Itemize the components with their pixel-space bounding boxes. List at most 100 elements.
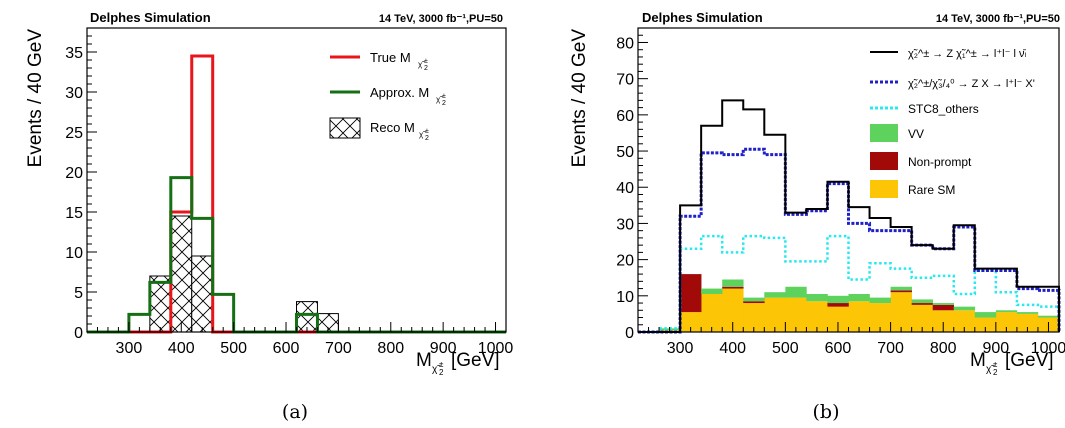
panel-a-header-left: Delphes Simulation: [90, 10, 211, 25]
reco-bin: [170, 215, 193, 333]
legend-label-stc8: STC8_others: [908, 102, 979, 116]
svg-text:True M: True M: [370, 50, 411, 65]
raresm-bin: [932, 310, 955, 332]
panel-b-xtick-label: 900: [982, 340, 1009, 357]
svg-text:χ̃: χ̃: [418, 60, 425, 69]
svg-text:[GeV]: [GeV]: [451, 350, 500, 371]
panel-b-axes: 300 400 500 600 700 800 900 1000 0 10 20 30 40 50 60 70…: [616, 27, 1065, 357]
panel-b-ytick-label: 40: [616, 180, 634, 197]
svg-text:Reco M: Reco M: [370, 120, 415, 135]
legend-label-signal-zx: χ̃₂^±/χ̃₃/₄⁰ → Z X → l⁺l⁻ X': [908, 78, 1035, 90]
svg-text:±: ±: [993, 360, 998, 369]
raresm-bin: [1016, 313, 1039, 332]
vv-bin: [953, 306, 976, 311]
panel-b-xtick-label: 500: [772, 340, 799, 357]
svg-text:±: ±: [424, 58, 428, 65]
nonprompt-bin: [911, 303, 933, 305]
svg-text:χ̃: χ̃: [436, 95, 443, 104]
vv-bin: [701, 288, 723, 294]
vv-bin: [806, 294, 828, 302]
nonprompt-bin: [932, 304, 955, 311]
raresm-bin: [806, 301, 828, 332]
panel-a-ytick-label: 20: [65, 165, 83, 182]
panel-b-header-right: 14 TeV, 3000 fb⁻¹,PU=50: [936, 13, 1060, 25]
nonprompt-bin: [743, 301, 765, 304]
svg-text:Approx. M: Approx. M: [370, 85, 429, 100]
panel-b-caption: (b): [813, 401, 840, 423]
panel-a-ytick-label: 35: [65, 45, 83, 62]
legend-swatch-raresm: [870, 180, 898, 198]
svg-text:M: M: [416, 350, 432, 371]
panel-a-ytick-label: 15: [65, 205, 83, 222]
svg-text:2: 2: [439, 368, 444, 377]
raresm-bin: [953, 310, 976, 332]
panel-b-ytick-label: 60: [616, 108, 634, 125]
panel-b-xtick-label: 400: [719, 340, 746, 357]
panel-b-legend: χ̃₂^± → Z χ̃₁^± → l⁺l⁻ l ν̄ₗ χ̃₂^±/χ̃₃/₄…: [870, 48, 1035, 198]
panel-b-ylabel: Events / 40 GeV: [569, 29, 590, 168]
panel-a-legend: True M χ̃ ±2 Approx. M χ̃ ±2 Reco M χ̃ ±2: [329, 50, 446, 142]
panel-b-header-left: Delphes Simulation: [642, 10, 763, 25]
svg-text:2: 2: [424, 65, 428, 72]
panel-a-ytick-label: 0: [74, 325, 83, 342]
raresm-bin: [890, 292, 912, 332]
panel-a-xtick-label: 300: [116, 340, 143, 357]
raresm-bin: [743, 303, 765, 332]
svg-text:M: M: [970, 350, 986, 371]
raresm-bin: [974, 317, 997, 332]
legend-label-vv: VV: [908, 127, 924, 141]
raresm-bin: [680, 312, 702, 332]
legend-label-reco: Reco M χ̃ ±2: [370, 120, 429, 142]
nonprompt-bin: [827, 303, 849, 307]
vv-bin: [890, 286, 912, 291]
raresm-bin: [785, 297, 807, 332]
panel-b-xtick-label: 700: [877, 340, 904, 357]
raresm-bin: [911, 304, 933, 332]
panel-b: Delphes Simulation 14 TeV, 3000 fb⁻¹,PU=…: [569, 10, 1065, 423]
panel-b-xlabel: M χ̃ ± 2 [GeV]: [970, 350, 1054, 377]
panel-b-ytick-label: 50: [616, 144, 634, 161]
legend-label-signal: χ̃₂^± → Z χ̃₁^± → l⁺l⁻ l ν̄ₗ: [908, 48, 1026, 60]
vv-bin: [911, 299, 933, 304]
svg-text:χ̃: χ̃: [986, 364, 995, 375]
panel-b-ytick-label: 0: [625, 325, 634, 342]
svg-text:χ̃: χ̃: [432, 364, 441, 375]
panel-a-ytick-label: 25: [65, 125, 83, 142]
legend-label-true: True M χ̃ ±2: [370, 50, 428, 72]
panel-b-xtick-label: 300: [667, 340, 694, 357]
nonprompt-bin: [890, 290, 912, 293]
panel-a-ytick-label: 5: [74, 285, 83, 302]
panel-a-xtick-label: 400: [168, 340, 195, 357]
vv-bin: [848, 294, 870, 302]
signal-histogram: [638, 99, 1060, 333]
legend-label-raresm: Rare SM: [908, 183, 955, 197]
panel-b-ytick-label: 20: [616, 253, 634, 270]
panel-b-ytick-label: 80: [616, 35, 634, 52]
vv-bin: [722, 279, 744, 287]
svg-text:±: ±: [439, 360, 444, 369]
vv-bin: [827, 295, 849, 304]
stc8-others-histogram: [638, 234, 1061, 334]
panel-b-xtick-label: 800: [930, 340, 957, 357]
panel-b-ytick-label: 30: [616, 216, 634, 233]
panel-a-ytick-label: 10: [65, 245, 83, 262]
panel-a-xtick-label: 1000: [478, 340, 514, 357]
vv-bin: [785, 286, 807, 298]
legend-label-nonprompt: Non-prompt: [908, 155, 972, 169]
vv-bin: [932, 303, 955, 305]
panel-b-xtick-label: 1000: [1031, 340, 1065, 357]
panel-a-xtick-label: 900: [430, 340, 457, 357]
raresm-bin: [827, 306, 849, 332]
raresm-bin: [869, 303, 891, 332]
svg-text:±: ±: [442, 93, 446, 100]
panel-a-axes: 300 400 500 600 700 800 900 1000 0 5 10 15 20 25 30 35: [65, 27, 514, 357]
signal-zx-histogram: [638, 147, 1061, 334]
panel-b-ytick-label: 10: [616, 289, 634, 306]
vv-bin: [995, 310, 1018, 313]
reco-bin: [191, 255, 214, 333]
vv-bin: [743, 297, 765, 302]
panel-a-ytick-label: 30: [65, 85, 83, 102]
svg-text:χ̃: χ̃: [419, 130, 426, 139]
panel-b-plot-area: [638, 99, 1061, 334]
